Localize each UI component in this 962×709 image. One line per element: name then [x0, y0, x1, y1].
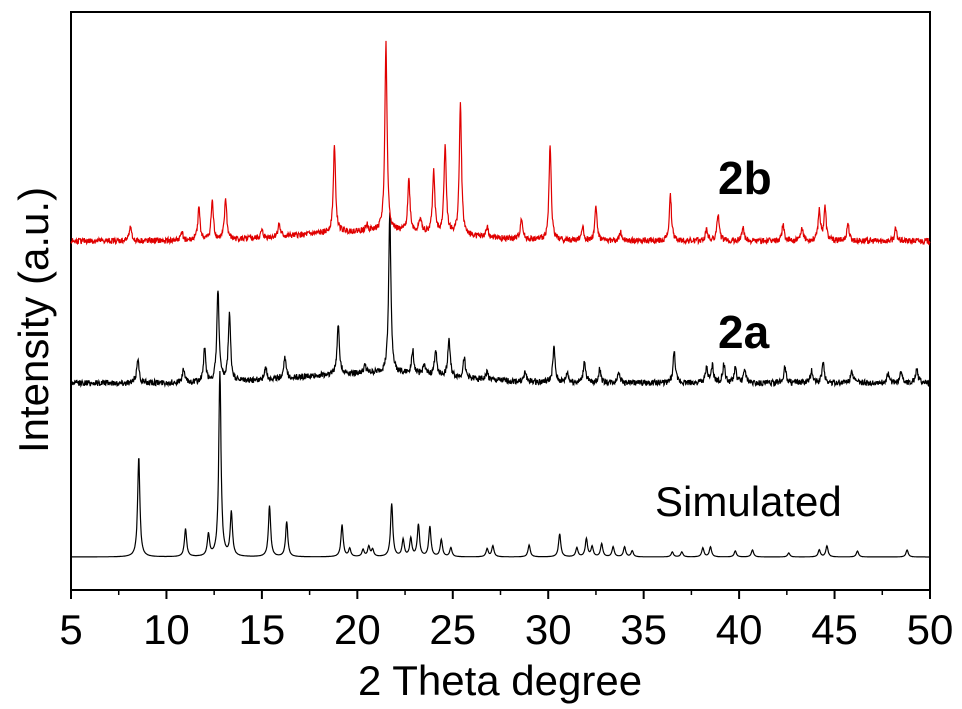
series-line-2b — [70, 40, 931, 246]
label-2a: 2a — [718, 306, 770, 358]
x-ticks: 5 10 15 20 25 30 35 40 45 50 — [59, 590, 953, 653]
x-tick-label: 15 — [239, 606, 286, 653]
x-tick-label: 30 — [525, 606, 572, 653]
x-tick-label: 10 — [143, 606, 190, 653]
label-simulated: Simulated — [655, 478, 842, 525]
series-line-2a — [70, 212, 931, 388]
x-tick-label: 45 — [811, 606, 858, 653]
x-tick-label: 40 — [716, 606, 763, 653]
series-line-simulated — [71, 370, 930, 558]
x-axis-title: 2 Theta degree — [358, 657, 642, 704]
x-tick-label: 50 — [907, 606, 954, 653]
x-tick-label: 25 — [429, 606, 476, 653]
label-2b: 2b — [718, 152, 772, 204]
series-group — [70, 40, 931, 558]
y-axis-title: Intensity (a.u.) — [10, 187, 57, 453]
x-tick-label: 5 — [59, 606, 82, 653]
x-tick-label: 35 — [620, 606, 667, 653]
x-tick-label: 20 — [334, 606, 381, 653]
